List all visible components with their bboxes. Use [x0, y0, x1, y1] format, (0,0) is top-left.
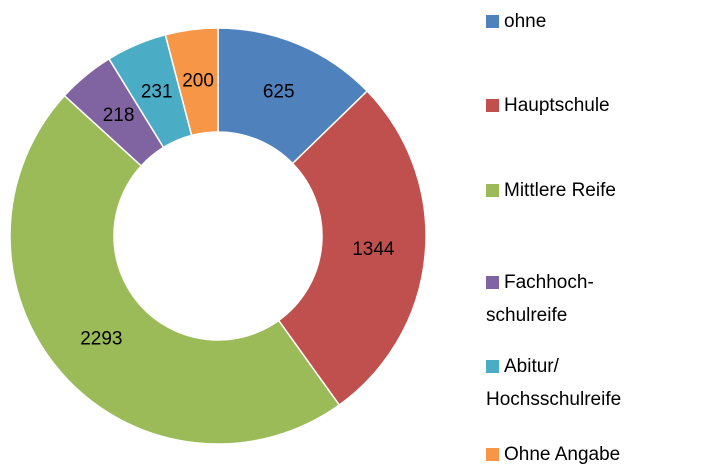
donut-slice: [9, 94, 341, 445]
data-label: 231: [141, 82, 173, 103]
legend-label: Fachhoch-schulreife: [486, 272, 594, 326]
data-label: 1344: [352, 239, 395, 260]
data-label: 625: [263, 81, 295, 102]
data-label: 2293: [80, 329, 122, 350]
legend-swatch: [486, 360, 499, 373]
legend-swatch: [486, 184, 499, 197]
legend-label: Mittlere Reife: [504, 180, 616, 201]
donut-slice: [277, 89, 427, 407]
legend-swatch: [486, 15, 499, 28]
legend-label: ohne: [504, 11, 546, 32]
legend-label: Ohne Angabe: [504, 444, 620, 465]
data-label: 200: [182, 70, 214, 91]
legend-label: Abitur/Hochsschulreife: [486, 356, 621, 410]
legend-swatch: [486, 448, 499, 461]
data-label: 218: [103, 105, 135, 126]
legend-label: Hauptschule: [504, 95, 610, 116]
legend-swatch: [486, 99, 499, 112]
legend-swatch: [486, 276, 499, 289]
donut-slice: [164, 27, 219, 137]
